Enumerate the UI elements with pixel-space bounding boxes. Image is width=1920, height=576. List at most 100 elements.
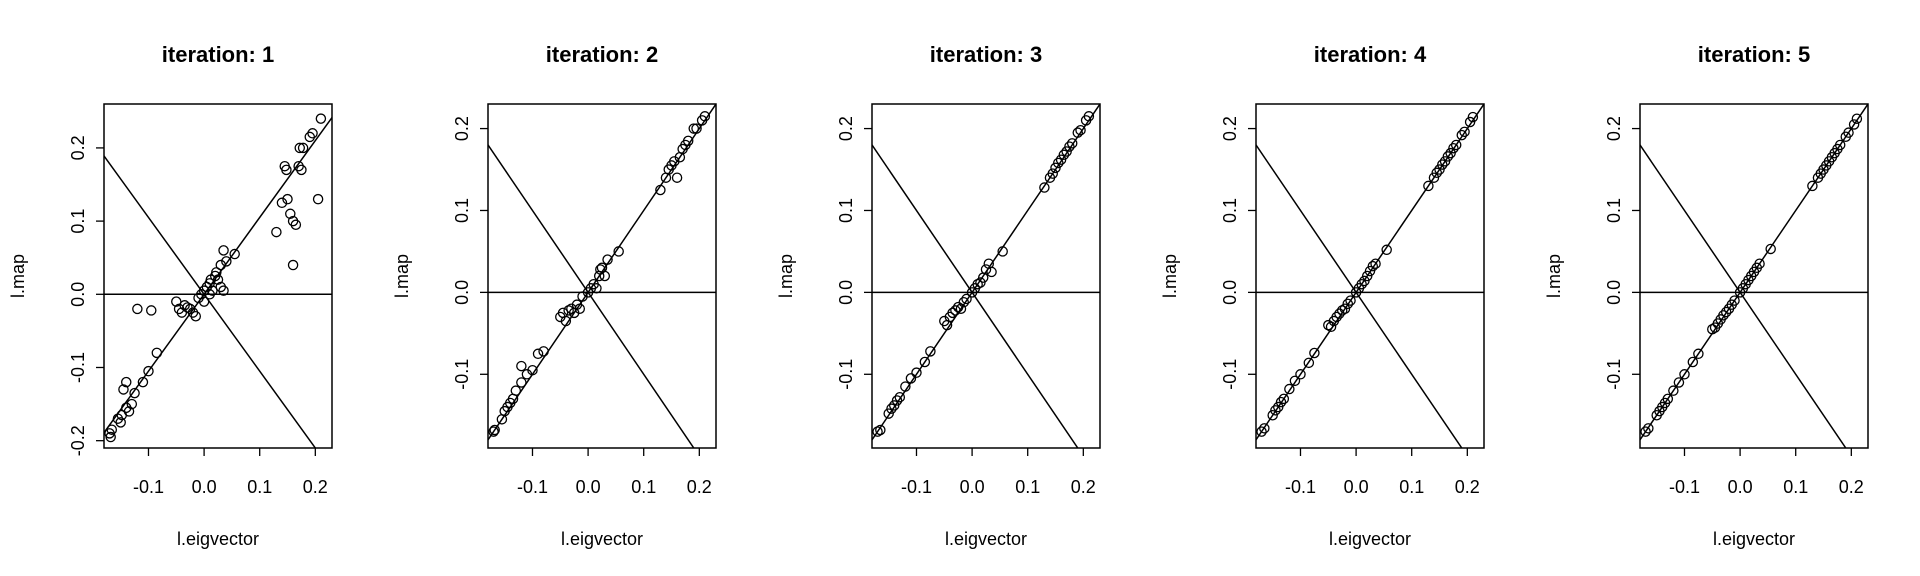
data-point	[986, 266, 997, 278]
data-point	[115, 417, 126, 428]
data-point	[204, 289, 215, 300]
data-point	[905, 373, 917, 384]
data-point	[1309, 347, 1320, 359]
x-axis: -0.1 0.0 0.1 0.2	[517, 448, 712, 497]
x-axis-label: l.eigvector	[177, 529, 259, 549]
data-point	[1718, 310, 1729, 321]
data-point	[1687, 356, 1699, 368]
data-point	[489, 424, 500, 436]
data-point	[1679, 369, 1690, 380]
y-tick-label: 0.2	[1220, 116, 1240, 141]
data-point	[215, 281, 227, 293]
data-point	[129, 387, 140, 399]
data-point	[1075, 124, 1086, 136]
data-point	[682, 135, 694, 147]
data-point	[1754, 258, 1765, 269]
y-tick-label: 0.2	[452, 116, 472, 141]
data-point	[911, 367, 922, 378]
x-tick-label: -0.1	[517, 477, 548, 497]
diagonal-reference-line	[1256, 144, 1463, 448]
data-point	[282, 193, 293, 205]
data-points	[1256, 111, 1479, 437]
data-point	[532, 348, 544, 360]
data-points	[104, 113, 327, 443]
y-tick-label: 0.2	[68, 135, 88, 160]
data-point	[516, 360, 527, 372]
data-point	[972, 278, 983, 290]
data-point	[294, 142, 305, 154]
data-point	[1256, 426, 1267, 437]
y-tick-label: 0.2	[1604, 116, 1624, 141]
data-point	[900, 381, 911, 392]
data-point	[1058, 149, 1070, 161]
diagonal-reference-line	[104, 155, 317, 448]
data-point	[137, 376, 149, 388]
x-axis: -0.1 0.0 0.1 0.2	[133, 448, 328, 497]
plot-frame	[103, 103, 333, 449]
x-tick-label: 0.0	[960, 477, 985, 497]
data-point	[1325, 321, 1337, 333]
y-tick-label: 0.1	[68, 209, 88, 234]
data-point	[173, 303, 185, 315]
x-tick-label: 0.2	[1455, 477, 1480, 497]
data-point	[1053, 157, 1064, 169]
y-tick-label: 0.0	[1220, 280, 1240, 305]
x-tick-label: 0.0	[576, 477, 601, 497]
data-point	[1295, 369, 1306, 380]
data-point	[1807, 180, 1818, 192]
data-point	[691, 123, 702, 134]
data-point	[212, 274, 224, 285]
data-point	[132, 303, 143, 315]
data-point	[1450, 139, 1462, 151]
data-point	[950, 305, 961, 316]
data-point	[1072, 127, 1084, 138]
data-point	[143, 365, 154, 377]
x-tick-label: 0.1	[247, 477, 272, 497]
data-point	[120, 402, 132, 413]
x-tick-label: -0.1	[1285, 477, 1316, 497]
data-point	[872, 426, 883, 437]
data-point	[151, 347, 163, 359]
data-points	[488, 111, 711, 437]
y-axis: -0.1 0.0 0.1 0.2	[1604, 116, 1640, 390]
data-point	[1851, 113, 1863, 124]
data-point	[1423, 180, 1434, 192]
data-point	[1673, 377, 1685, 388]
panel-title: iteration: 3	[930, 42, 1042, 67]
y-axis: -0.1 0.0 0.1 0.2	[836, 116, 872, 390]
data-point	[146, 305, 157, 316]
x-tick-label: 0.0	[1344, 477, 1369, 497]
data-point	[1720, 306, 1732, 318]
data-point	[1083, 111, 1095, 122]
x-tick-label: 0.0	[192, 477, 217, 497]
plot-frame	[1255, 103, 1485, 449]
data-point	[1289, 375, 1301, 387]
panel-title: iteration: 5	[1698, 42, 1810, 67]
data-point	[919, 356, 931, 368]
data-point	[1356, 278, 1367, 290]
y-tick-label: -0.1	[452, 359, 472, 390]
data-point	[1259, 423, 1270, 434]
data-point	[287, 215, 299, 227]
data-point	[894, 391, 906, 403]
y-axis-label: l.map	[8, 254, 28, 298]
data-point	[123, 406, 135, 417]
y-axis-label: l.map	[776, 254, 796, 298]
data-point	[315, 113, 327, 124]
plot-frame	[487, 103, 717, 449]
data-point	[1834, 139, 1846, 151]
data-point	[281, 164, 292, 176]
data-point	[1693, 348, 1704, 360]
data-point	[1336, 305, 1348, 316]
data-point	[891, 395, 903, 406]
data-point	[671, 172, 683, 183]
data-point	[187, 307, 199, 318]
data-point	[297, 142, 309, 154]
diagonal-reference-line	[1640, 144, 1847, 448]
y-tick-label: 0.0	[452, 280, 472, 305]
data-point	[1331, 311, 1342, 323]
data-point	[574, 303, 586, 315]
data-point	[1047, 168, 1058, 179]
data-point	[196, 289, 207, 300]
data-point	[221, 256, 232, 267]
